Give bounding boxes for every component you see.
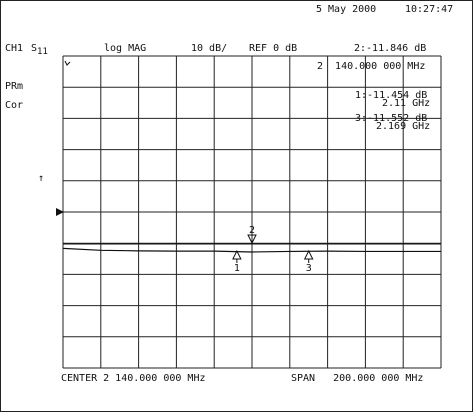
marker-label: 1 <box>234 263 240 274</box>
marker-triangle-icon <box>247 234 257 245</box>
reference-level-indicator <box>56 208 64 216</box>
marker-1-frequency: 2.11 GHz <box>382 98 431 109</box>
parameter-main: S <box>31 43 38 54</box>
cor-annotation: Cor <box>5 100 24 111</box>
active-marker-readout: 2:-11.846 dB <box>354 43 427 54</box>
date-text: 5 May 2000 <box>316 4 377 15</box>
marker-3-frequency: 2.169 GHz <box>376 121 431 132</box>
prm-annotation: PRm <box>5 81 24 92</box>
marker-label: 2 <box>249 225 255 236</box>
marker-triangle-icon <box>303 249 314 260</box>
marker-triangle-icon <box>232 249 242 260</box>
channel-label: CH1 <box>5 43 24 54</box>
frequency-span: SPAN 200.000 000 MHz <box>291 373 424 384</box>
marker-1-level: 1:-11.454 dB <box>355 90 428 101</box>
reference-label: REF 0 dB <box>249 43 298 54</box>
format-label: log MAG <box>104 43 147 54</box>
scale-label: 10 dB/ <box>191 43 228 54</box>
reference-position-arrow: ↑ <box>38 173 45 184</box>
center-frequency: CENTER 2 140.000 000 MHz <box>61 373 206 384</box>
marker-1: 1 <box>232 249 242 274</box>
marker-label: 3 <box>306 263 312 274</box>
marker-frequency-readout: 2 140.000 000 MHz <box>317 61 426 72</box>
s11-trace <box>62 247 441 253</box>
marker-3: 3 <box>303 249 314 274</box>
time-text: 10:27:47 <box>405 4 454 15</box>
marker-2: 2 <box>247 225 257 245</box>
marker-3-level: 3:-11.552 dB <box>355 113 428 124</box>
trace-origin-marker <box>64 60 71 66</box>
parameter-subscript: 11 <box>37 47 48 57</box>
parameter-label: S11 <box>31 43 48 57</box>
